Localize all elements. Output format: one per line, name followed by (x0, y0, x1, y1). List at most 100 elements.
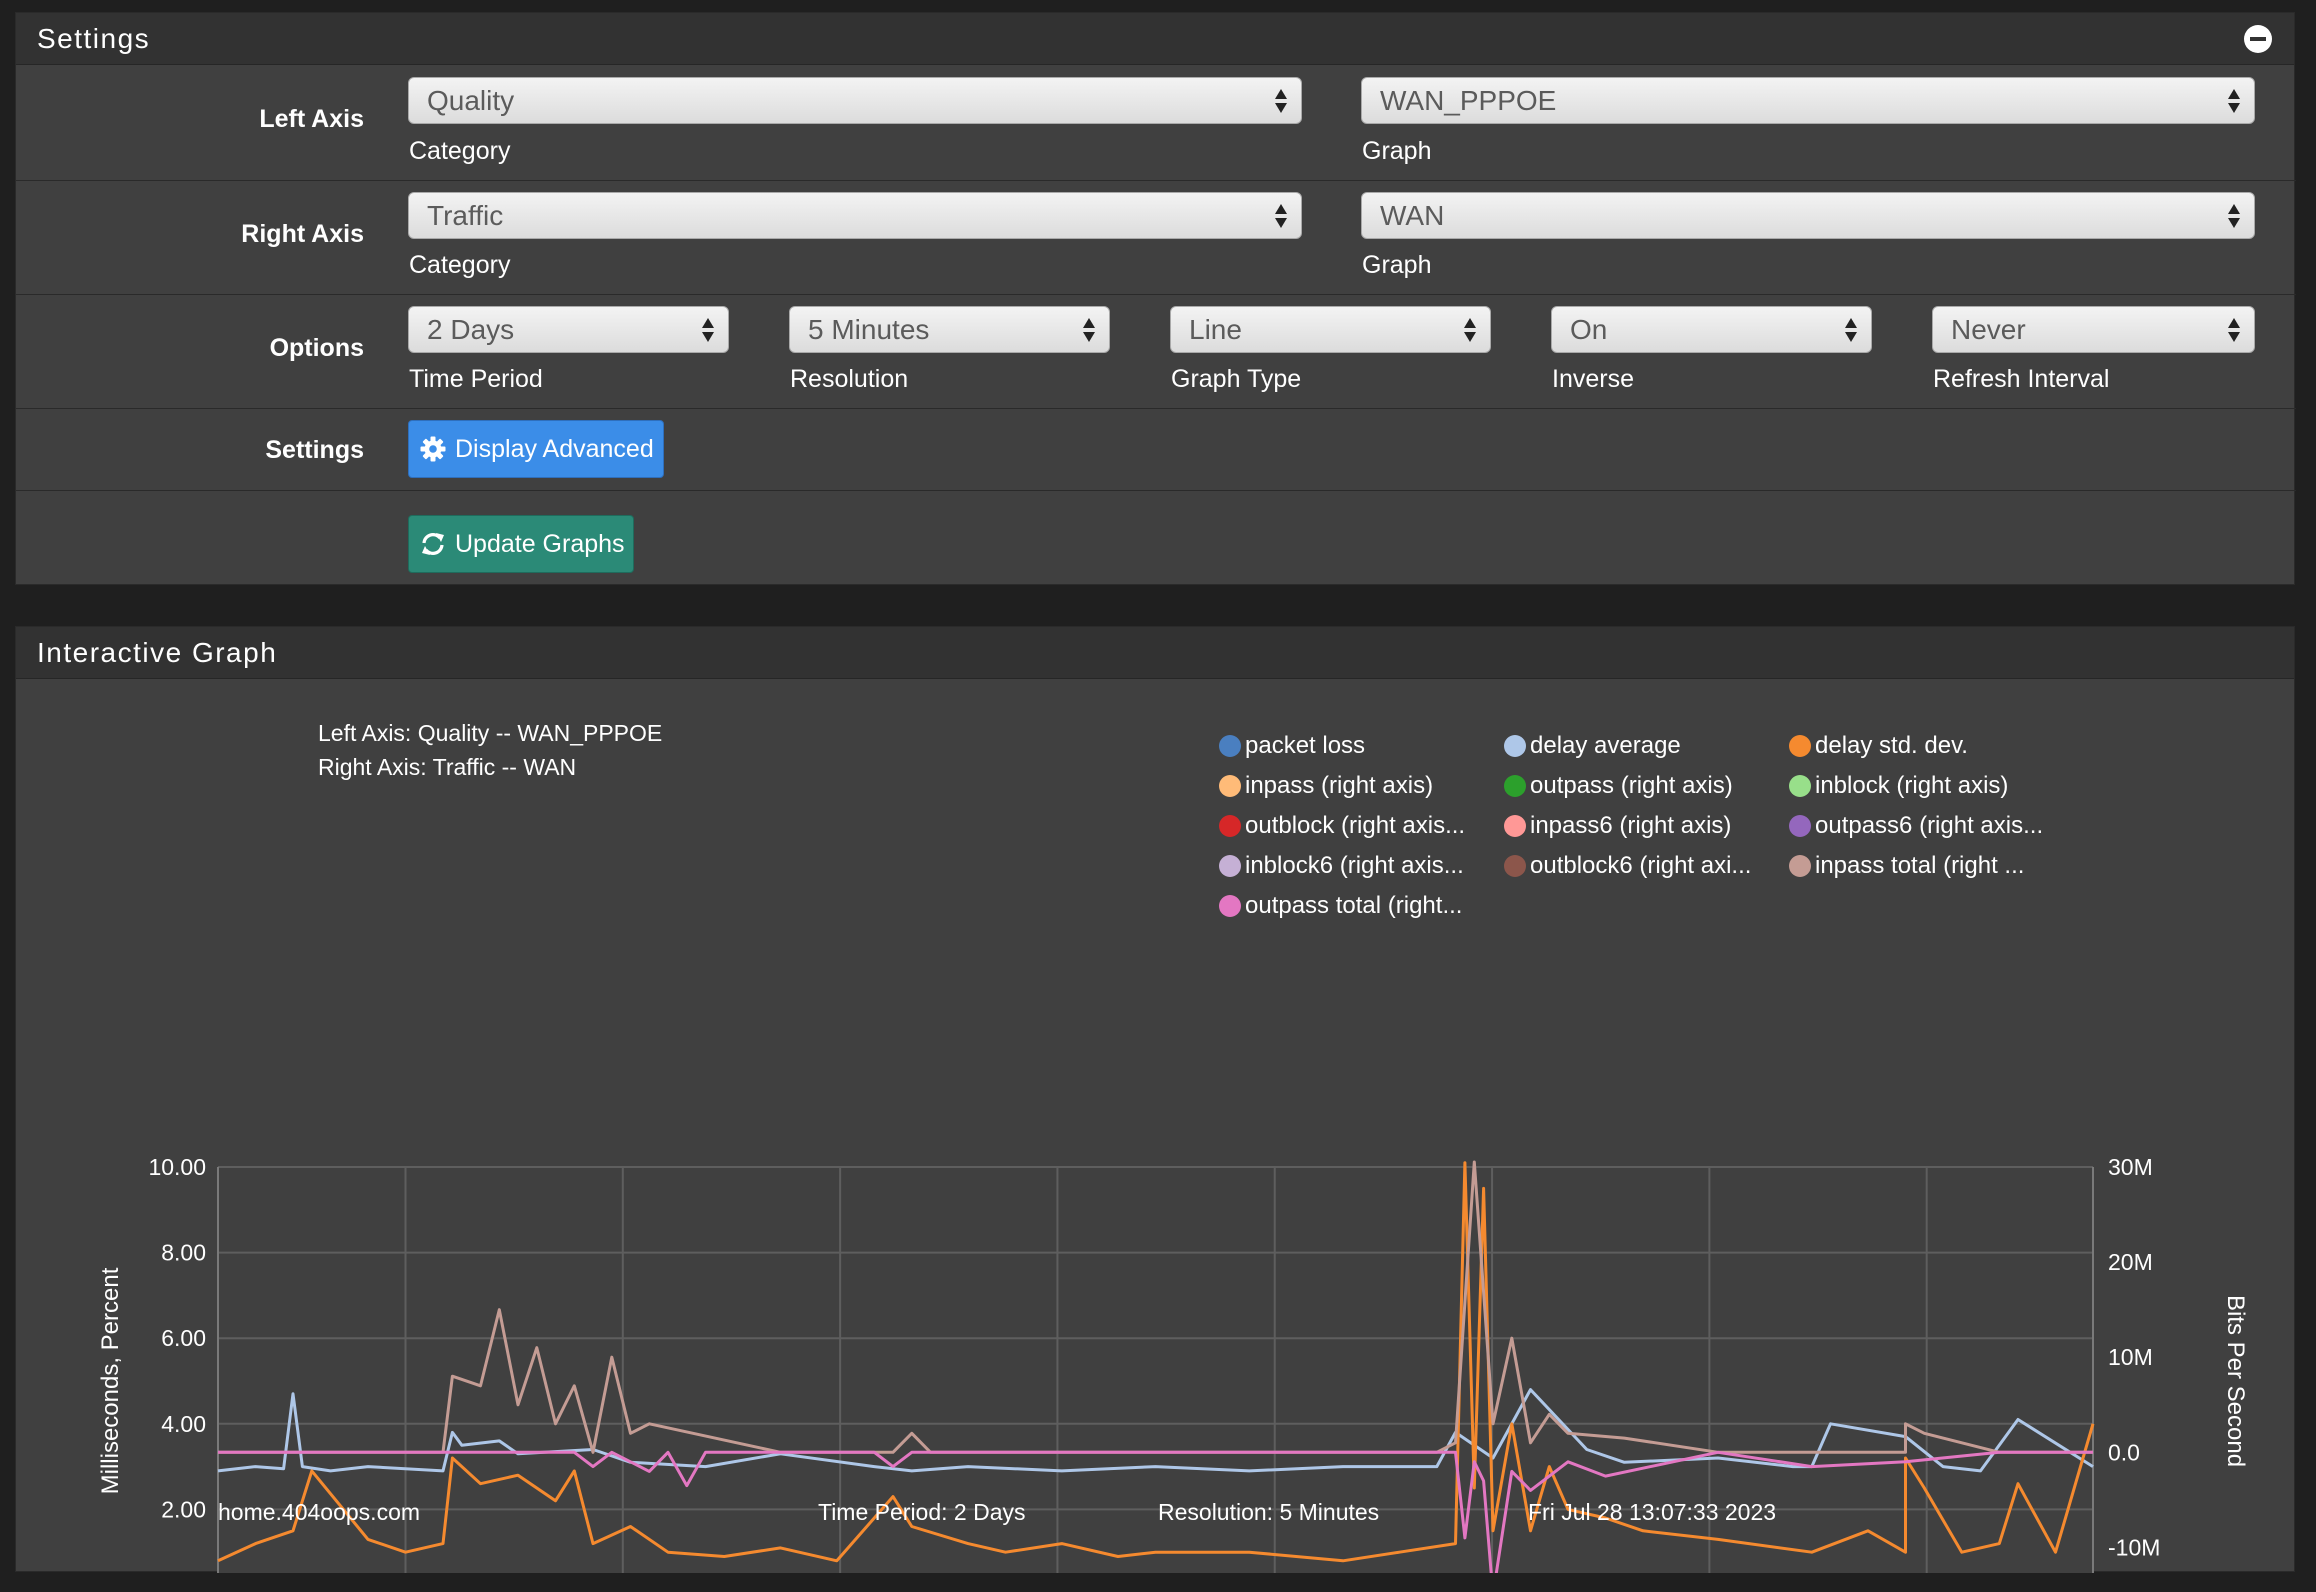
legend-item[interactable]: delay std. dev. (1789, 732, 1968, 760)
settings-panel-header: Settings (16, 13, 2294, 65)
legend-item[interactable]: inblock (right axis) (1789, 772, 2008, 800)
plot-area (218, 1167, 2093, 1573)
y2-tick-label: 30M (2108, 1154, 2153, 1180)
graph-panel-title: Interactive Graph (37, 637, 278, 668)
refresh-interval-caption: Refresh Interval (1933, 365, 2110, 393)
legend-dot-icon (1219, 855, 1241, 877)
left-axis-graph-value: WAN_PPPOE (1380, 85, 1557, 116)
legend-dot-icon (1219, 775, 1241, 797)
legend-label: outpass6 (right axis... (1815, 812, 2044, 839)
y-tick-label: 10.00 (148, 1154, 206, 1180)
legend-dot-icon (1789, 775, 1811, 797)
legend-label: delay average (1530, 732, 1681, 759)
select-arrows-icon (1845, 316, 1857, 344)
legend-dot-icon (1219, 735, 1241, 757)
options-label: Options (269, 334, 364, 362)
settings-row: Settings Display Advanced (16, 408, 2296, 490)
footer-timestamp: Fri Jul 28 13:07:33 2023 (1528, 1499, 1777, 1525)
legend-label: inblock (right axis) (1815, 772, 2009, 799)
legend-item[interactable]: outblock6 (right axi... (1504, 852, 1751, 880)
y-axis-title: Milliseconds, Percent (97, 1267, 124, 1494)
collapse-icon[interactable] (2244, 25, 2272, 53)
left-axis-label: Left Axis (259, 105, 364, 133)
y-tick-label: 2.00 (161, 1496, 206, 1522)
legend-label: inblock6 (right axis... (1245, 852, 1464, 879)
select-arrows-icon (2228, 202, 2240, 230)
resolution-select[interactable]: 5 Minutes (789, 306, 1110, 353)
right-axis-graph-caption: Graph (1362, 251, 1432, 279)
legend-dot-icon (1504, 775, 1526, 797)
chart: 0.002.004.006.008.0010.00-10M0.010M20M30… (97, 1154, 2249, 1573)
right-axis-graph-select[interactable]: WAN (1361, 192, 2255, 239)
settings-panel: Settings Left Axis Quality Category WAN_… (15, 12, 2296, 585)
refresh-interval-select[interactable]: Never (1932, 306, 2255, 353)
footer-resolution: Resolution: 5 Minutes (1158, 1499, 1380, 1525)
legend-item[interactable]: outblock (right axis... (1219, 812, 1465, 840)
legend-item[interactable]: outpass6 (right axis... (1789, 812, 2043, 840)
y-tick-label: 4.00 (161, 1411, 206, 1437)
y2-tick-label: 20M (2108, 1249, 2153, 1275)
legend-item[interactable]: inpass (right axis) (1219, 772, 1433, 800)
display-advanced-label: Display Advanced (455, 435, 654, 463)
left-axis-graph-caption: Graph (1362, 137, 1432, 165)
settings-panel-title: Settings (37, 23, 151, 54)
right-axis-row: Right Axis Traffic Category WAN Graph (16, 180, 2296, 294)
legend-item[interactable]: outpass (right axis) (1504, 772, 1733, 800)
left-axis-graph-select[interactable]: WAN_PPPOE (1361, 77, 2255, 124)
right-axis-category-value: Traffic (427, 200, 504, 231)
update-row: Update Graphs (16, 490, 2296, 585)
legend-item[interactable]: inpass6 (right axis) (1504, 812, 1731, 840)
y2-axis-title: Bits Per Second (2222, 1295, 2249, 1467)
left-axis-category-select[interactable]: Quality (408, 77, 1302, 124)
display-advanced-button[interactable]: Display Advanced (408, 420, 664, 478)
select-arrows-icon (1083, 316, 1095, 344)
select-arrows-icon (1275, 202, 1287, 230)
legend-item[interactable]: inpass total (right ... (1789, 852, 2024, 880)
legend-item[interactable]: delay average (1504, 732, 1681, 760)
time-period-caption: Time Period (409, 365, 543, 393)
left-axis-category-caption: Category (409, 137, 511, 165)
resolution-caption: Resolution (790, 365, 909, 393)
resolution-value: 5 Minutes (808, 314, 930, 345)
series-line-outpass-total (218, 1450, 2093, 1573)
graph-type-select[interactable]: Line (1170, 306, 1491, 353)
left-axis-category-value: Quality (427, 85, 515, 116)
y-tick-label: 8.00 (161, 1240, 206, 1266)
legend-label: inpass (right axis) (1245, 772, 1434, 799)
time-period-select[interactable]: 2 Days (408, 306, 729, 353)
select-arrows-icon (2228, 316, 2240, 344)
legend-dot-icon (1219, 815, 1241, 837)
select-arrows-icon (702, 316, 714, 344)
right-axis-category-caption: Category (409, 251, 511, 279)
time-period-value: 2 Days (427, 314, 515, 345)
graph-panel-header: Interactive Graph (16, 627, 2294, 679)
inverse-select[interactable]: On (1551, 306, 1872, 353)
left-axis-info: Left Axis: Quality -- WAN_PPPOE (318, 720, 663, 746)
update-graphs-button[interactable]: Update Graphs (408, 515, 634, 573)
inverse-caption: Inverse (1552, 365, 1634, 393)
y2-tick-label: -10M (2108, 1534, 2160, 1560)
legend-label: outpass (right axis) (1530, 772, 1733, 799)
select-arrows-icon (1464, 316, 1476, 344)
refresh-interval-value: Never (1951, 314, 2026, 345)
update-graphs-label: Update Graphs (455, 530, 625, 558)
left-axis-row: Left Axis Quality Category WAN_PPPOE Gra… (16, 65, 2296, 180)
legend-dot-icon (1219, 895, 1241, 917)
legend-item[interactable]: packet loss (1219, 732, 1365, 760)
legend-item[interactable]: outpass total (right... (1219, 892, 1462, 920)
select-arrows-icon (1275, 87, 1287, 115)
legend-dot-icon (1504, 735, 1526, 757)
select-arrows-icon (2228, 87, 2240, 115)
right-axis-category-select[interactable]: Traffic (408, 192, 1302, 239)
y2-tick-label: 0.0 (2108, 1439, 2140, 1465)
legend-item[interactable]: inblock6 (right axis... (1219, 852, 1464, 880)
right-axis-info: Right Axis: Traffic -- WAN (318, 754, 577, 780)
options-row: Options 2 Days Time Period 5 Minutes Res… (16, 294, 2296, 408)
legend-label: inpass total (right ... (1815, 852, 2025, 879)
legend-label: outblock6 (right axi... (1530, 852, 1752, 879)
y-tick-label: 6.00 (161, 1325, 206, 1351)
series-line-delay-std (217, 1161, 2095, 1563)
legend-label: outpass total (right... (1245, 892, 1463, 919)
legend-label: delay std. dev. (1815, 732, 1968, 759)
settings-row-label: Settings (265, 436, 364, 464)
